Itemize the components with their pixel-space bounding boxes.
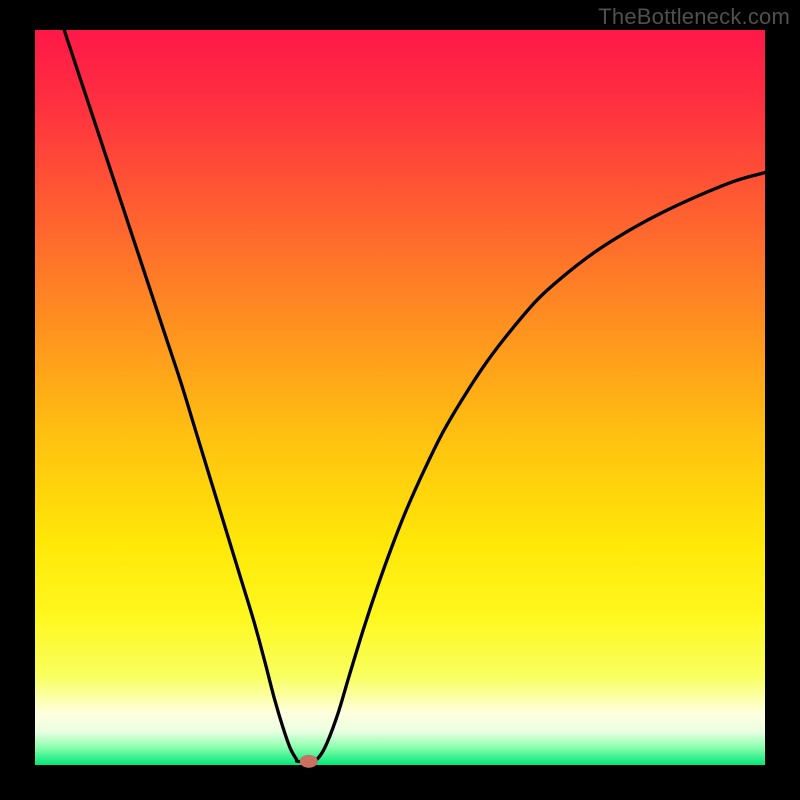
bottleneck-chart xyxy=(0,0,800,800)
optimal-point-marker xyxy=(300,755,318,768)
plot-gradient-background xyxy=(35,30,765,765)
watermark-text: TheBottleneck.com xyxy=(598,4,790,30)
chart-container: TheBottleneck.com xyxy=(0,0,800,800)
